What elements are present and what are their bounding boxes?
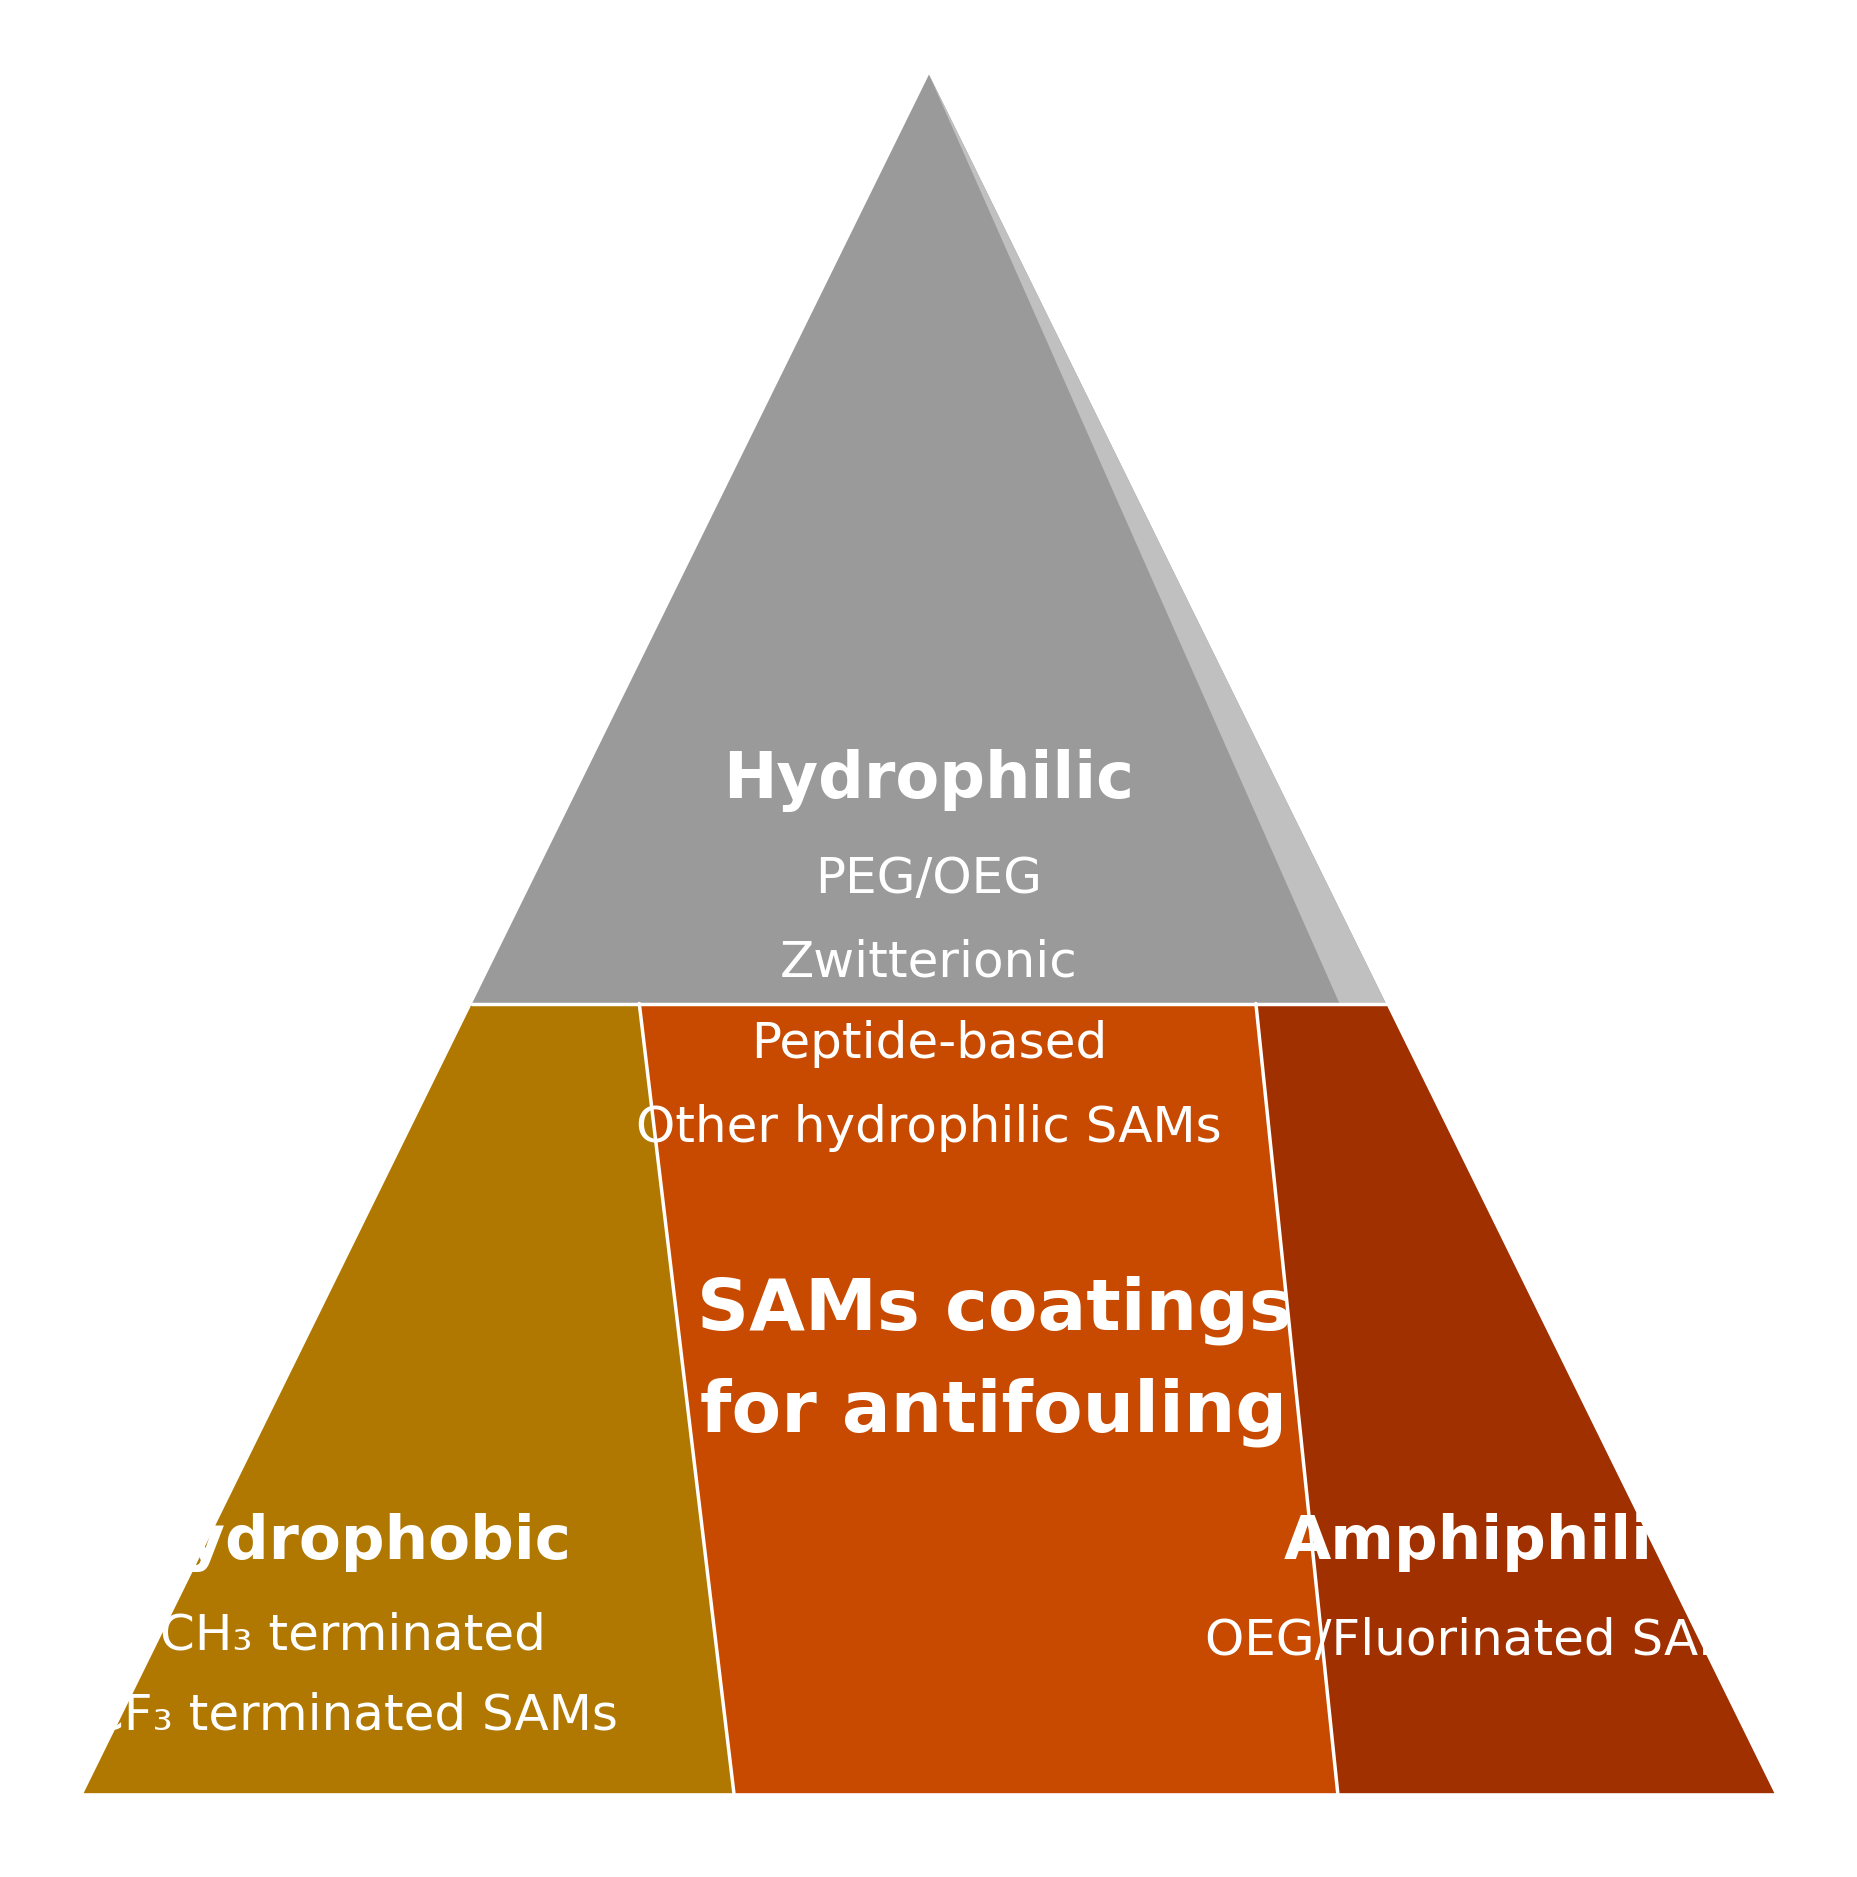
- Polygon shape: [472, 75, 1385, 1004]
- Text: CF₃ terminated SAMs: CF₃ terminated SAMs: [89, 1691, 617, 1740]
- Text: CH₃ terminated: CH₃ terminated: [160, 1610, 546, 1659]
- Text: Peptide-based: Peptide-based: [750, 1021, 1107, 1068]
- Text: for antifouling: for antifouling: [700, 1378, 1287, 1447]
- Text: PEG/OEG: PEG/OEG: [815, 856, 1042, 903]
- Polygon shape: [639, 1004, 1337, 1793]
- Text: Zwitterionic: Zwitterionic: [780, 938, 1077, 987]
- Text: SAMs coatings: SAMs coatings: [696, 1274, 1291, 1344]
- Text: OEG/Fluorinated SAMs: OEG/Fluorinated SAMs: [1205, 1616, 1766, 1665]
- Polygon shape: [928, 75, 1385, 1004]
- Text: Hydrophobic: Hydrophobic: [134, 1513, 572, 1571]
- Text: Amphiphilic: Amphiphilic: [1283, 1513, 1688, 1571]
- Text: Other hydrophilic SAMs: Other hydrophilic SAMs: [635, 1104, 1222, 1152]
- Polygon shape: [84, 1004, 734, 1793]
- Polygon shape: [1255, 1004, 1773, 1793]
- Text: Hydrophilic: Hydrophilic: [722, 749, 1135, 813]
